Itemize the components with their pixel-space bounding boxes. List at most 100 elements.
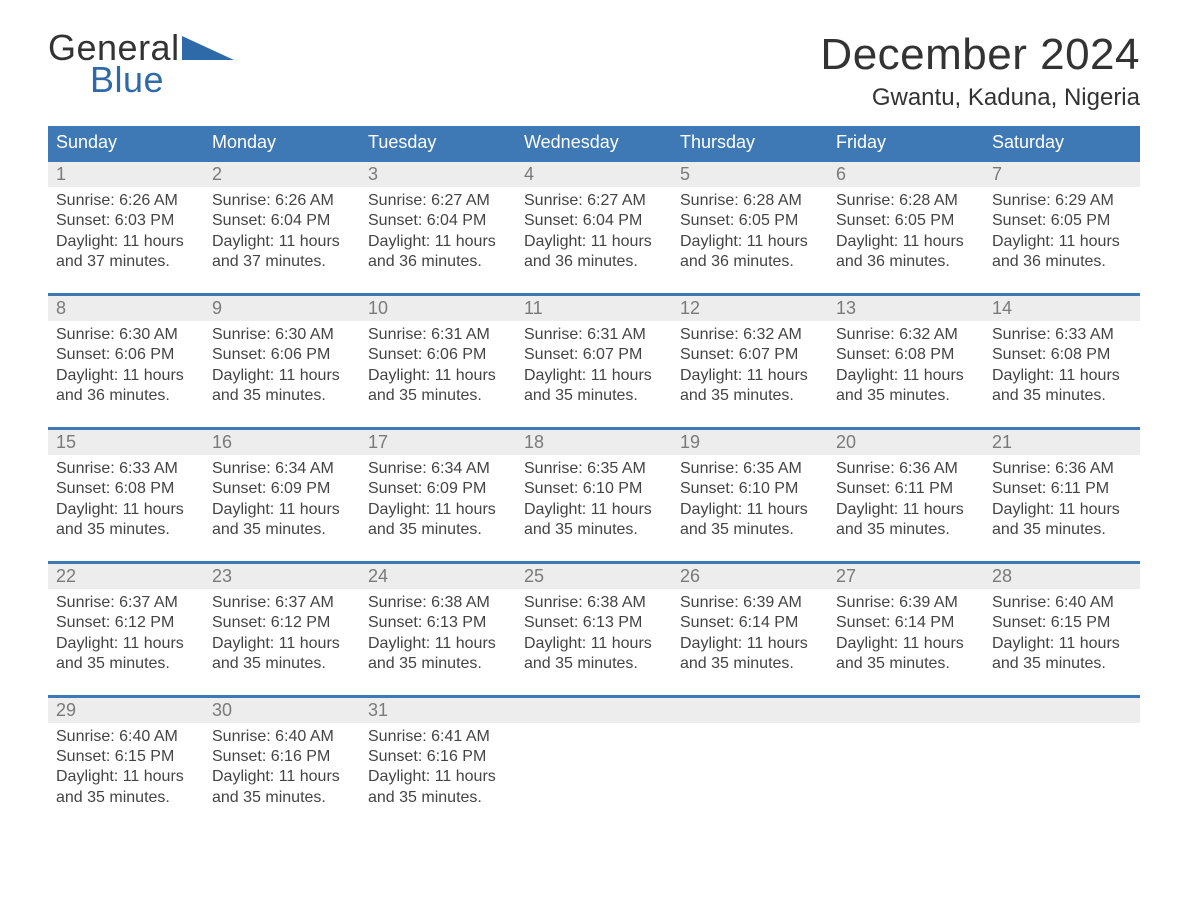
detail-sunrise: Sunrise: 6:31 AM [368, 325, 508, 345]
detail-daylight1: Daylight: 11 hours [680, 500, 820, 520]
detail-daylight1: Daylight: 11 hours [212, 767, 352, 787]
detail-daylight2: and 36 minutes. [836, 252, 976, 272]
day-number: 28 [984, 564, 1140, 589]
detail-daylight1: Daylight: 11 hours [212, 500, 352, 520]
day-number: 20 [828, 430, 984, 455]
day-number: 5 [672, 162, 828, 187]
detail-sunrise: Sunrise: 6:29 AM [992, 191, 1132, 211]
detail-daylight2: and 35 minutes. [524, 386, 664, 406]
detail-sunrise: Sunrise: 6:33 AM [992, 325, 1132, 345]
detail-daylight2: and 35 minutes. [368, 788, 508, 808]
detail-daylight2: and 35 minutes. [368, 654, 508, 674]
dow-sunday: Sunday [48, 126, 204, 159]
day-number: 10 [360, 296, 516, 321]
day-number: 12 [672, 296, 828, 321]
detail-daylight2: and 35 minutes. [212, 788, 352, 808]
day-detail: Sunrise: 6:28 AMSunset: 6:05 PMDaylight:… [672, 187, 828, 273]
detail-daylight1: Daylight: 11 hours [56, 366, 196, 386]
detail-daylight1: Daylight: 11 hours [680, 232, 820, 252]
calendar: Sunday Monday Tuesday Wednesday Thursday… [48, 126, 1140, 808]
day-detail: Sunrise: 6:26 AMSunset: 6:03 PMDaylight:… [48, 187, 204, 273]
detail-daylight1: Daylight: 11 hours [368, 366, 508, 386]
detail-daylight1: Daylight: 11 hours [836, 366, 976, 386]
day-number: 19 [672, 430, 828, 455]
day-number-strip: 891011121314 [48, 296, 1140, 321]
detail-sunset: Sunset: 6:05 PM [836, 211, 976, 231]
detail-daylight2: and 36 minutes. [368, 252, 508, 272]
detail-sunrise: Sunrise: 6:37 AM [56, 593, 196, 613]
page-title: December 2024 [820, 30, 1140, 80]
day-detail-strip: Sunrise: 6:30 AMSunset: 6:06 PMDaylight:… [48, 321, 1140, 407]
detail-daylight1: Daylight: 11 hours [56, 634, 196, 654]
dow-saturday: Saturday [984, 126, 1140, 159]
detail-daylight2: and 35 minutes. [836, 520, 976, 540]
detail-sunset: Sunset: 6:15 PM [56, 747, 196, 767]
day-detail [984, 723, 1140, 809]
detail-daylight1: Daylight: 11 hours [524, 232, 664, 252]
day-number: 21 [984, 430, 1140, 455]
detail-daylight1: Daylight: 11 hours [56, 232, 196, 252]
day-detail-strip: Sunrise: 6:40 AMSunset: 6:15 PMDaylight:… [48, 723, 1140, 809]
detail-sunset: Sunset: 6:11 PM [836, 479, 976, 499]
detail-daylight1: Daylight: 11 hours [680, 366, 820, 386]
detail-sunrise: Sunrise: 6:32 AM [680, 325, 820, 345]
day-detail: Sunrise: 6:33 AMSunset: 6:08 PMDaylight:… [984, 321, 1140, 407]
day-number: 24 [360, 564, 516, 589]
detail-sunrise: Sunrise: 6:41 AM [368, 727, 508, 747]
detail-sunrise: Sunrise: 6:26 AM [56, 191, 196, 211]
day-detail: Sunrise: 6:40 AMSunset: 6:15 PMDaylight:… [48, 723, 204, 809]
day-detail: Sunrise: 6:40 AMSunset: 6:15 PMDaylight:… [984, 589, 1140, 675]
day-number-strip: 293031 [48, 698, 1140, 723]
day-number: 29 [48, 698, 204, 723]
day-number-strip: 22232425262728 [48, 564, 1140, 589]
week-row: 891011121314Sunrise: 6:30 AMSunset: 6:06… [48, 293, 1140, 407]
detail-daylight2: and 35 minutes. [212, 654, 352, 674]
week-row: 22232425262728 Sunrise: 6:37 AM Sunset: 6:… [48, 561, 1140, 675]
page-root: General Blue December 2024 Gwantu, Kadun… [0, 0, 1188, 838]
day-number: 25 [516, 564, 672, 589]
day-number-strip: 1234567 [48, 162, 1140, 187]
day-number: 30 [204, 698, 360, 723]
detail-sunrise: Sunrise: 6:36 AM [836, 459, 976, 479]
detail-sunset: Sunset: 6:08 PM [836, 345, 976, 365]
day-detail: Sunrise: 6:41 AMSunset: 6:16 PMDaylight:… [360, 723, 516, 809]
detail-sunrise: Sunrise: 6:39 AM [680, 593, 820, 613]
detail-sunset: Sunset: 6:04 PM [212, 211, 352, 231]
detail-sunrise: Sunrise: 6:36 AM [992, 459, 1132, 479]
detail-daylight2: and 35 minutes. [680, 654, 820, 674]
detail-sunset: Sunset: 6:15 PM [992, 613, 1132, 633]
detail-daylight1: Daylight: 11 hours [56, 767, 196, 787]
detail-daylight2: and 35 minutes. [680, 386, 820, 406]
detail-sunset: Sunset: 6:14 PM [836, 613, 976, 633]
detail-daylight2: and 35 minutes. [56, 654, 196, 674]
day-detail: Sunrise: 6:30 AMSunset: 6:06 PMDaylight:… [204, 321, 360, 407]
day-number: 26 [672, 564, 828, 589]
detail-sunset: Sunset: 6:12 PM [212, 613, 352, 633]
detail-sunset: Sunset: 6:04 PM [524, 211, 664, 231]
day-detail: Sunrise: 6:40 AMSunset: 6:16 PMDaylight:… [204, 723, 360, 809]
detail-daylight1: Daylight: 11 hours [368, 232, 508, 252]
detail-daylight1: Daylight: 11 hours [836, 500, 976, 520]
detail-daylight1: Daylight: 11 hours [524, 634, 664, 654]
week-row: 15161718192021Sunrise: 6:33 AMSunset: 6:… [48, 427, 1140, 541]
detail-sunrise: Sunrise: 6:33 AM [56, 459, 196, 479]
detail-sunset: Sunset: 6:10 PM [680, 479, 820, 499]
day-detail: Sunrise: 6:30 AMSunset: 6:06 PMDaylight:… [48, 321, 204, 407]
detail-sunset: Sunset: 6:03 PM [56, 211, 196, 231]
day-detail [516, 723, 672, 809]
location-text: Gwantu, Kaduna, Nigeria [820, 84, 1140, 112]
detail-daylight2: and 35 minutes. [368, 520, 508, 540]
detail-sunrise: Sunrise: 6:27 AM [368, 191, 508, 211]
detail-sunrise: Sunrise: 6:31 AM [524, 325, 664, 345]
detail-sunset: Sunset: 6:06 PM [212, 345, 352, 365]
detail-daylight1: Daylight: 11 hours [212, 634, 352, 654]
day-number: 6 [828, 162, 984, 187]
detail-daylight1: Daylight: 11 hours [524, 366, 664, 386]
detail-daylight1: Daylight: 11 hours [524, 500, 664, 520]
detail-daylight1: Daylight: 11 hours [992, 232, 1132, 252]
detail-daylight2: and 35 minutes. [212, 520, 352, 540]
day-number: 18 [516, 430, 672, 455]
detail-daylight1: Daylight: 11 hours [368, 634, 508, 654]
detail-daylight2: and 35 minutes. [836, 654, 976, 674]
dow-wednesday: Wednesday [516, 126, 672, 159]
